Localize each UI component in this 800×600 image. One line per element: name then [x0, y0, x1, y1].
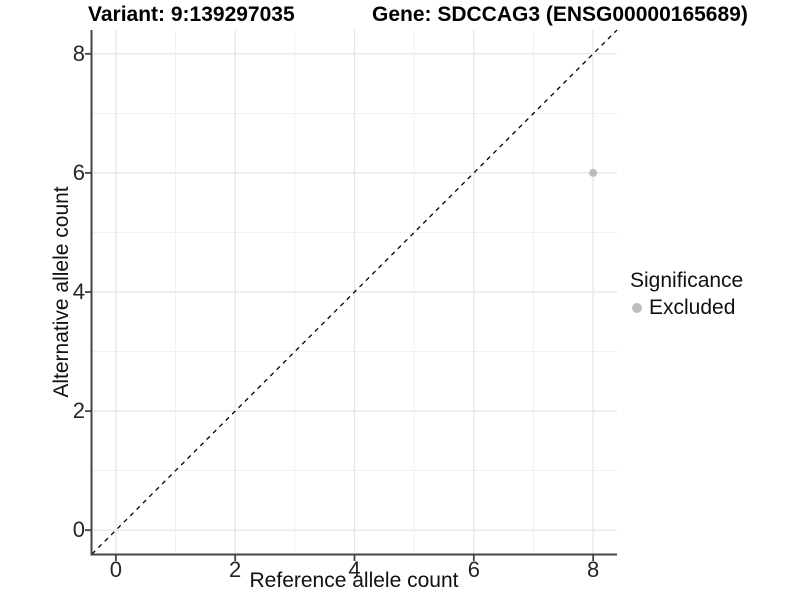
legend-title: Significance — [630, 269, 744, 292]
y-tick-label: 6 — [72, 159, 85, 185]
legend-item-excluded: Excluded — [632, 296, 743, 320]
x-axis-title: Reference allele count — [249, 569, 459, 592]
x-tick-label: 6 — [467, 557, 480, 582]
legend: Significance Excluded — [630, 268, 743, 320]
data-point-excluded — [589, 168, 598, 177]
y-tick-label: 4 — [72, 279, 85, 304]
variant-title: Variant: 9:139297035 — [88, 3, 295, 26]
x-tick-label: 4 — [348, 557, 361, 582]
y-tick-label: 0 — [72, 517, 85, 543]
identity-dashed-line — [91, 29, 618, 555]
legend-item-label: Excluded — [649, 296, 736, 319]
gene-title: Gene: SDCCAG3 (ENSG00000165689) — [372, 3, 748, 26]
y-tick-label: 8 — [72, 40, 85, 66]
x-tick-label: 2 — [229, 557, 242, 582]
legend-point-swatch-icon — [632, 303, 642, 313]
x-tick-label: 0 — [109, 557, 122, 582]
y-tick-label: 2 — [72, 398, 85, 424]
x-tick-label: 8 — [587, 557, 600, 582]
